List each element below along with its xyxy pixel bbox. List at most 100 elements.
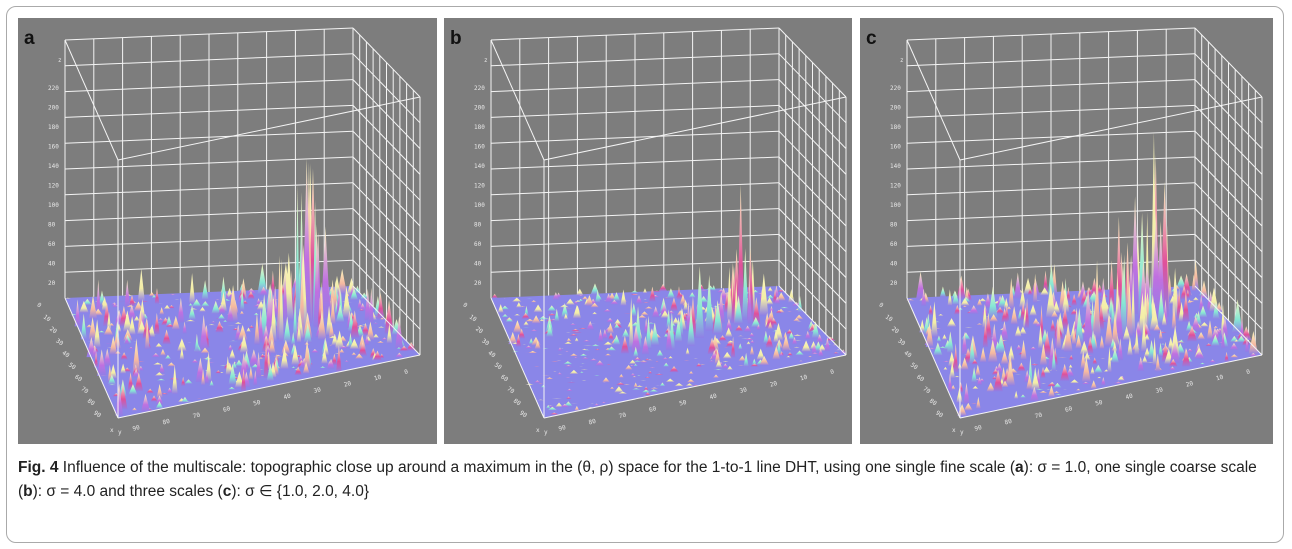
surface-spike: [633, 364, 638, 366]
surface-spike: [291, 345, 300, 366]
surface-spike: [1198, 305, 1208, 318]
caption-label: Fig. 4: [18, 459, 59, 476]
surface-spike: [207, 324, 216, 326]
surface-spike: [641, 389, 651, 393]
surface-spike: [234, 322, 243, 325]
surface-spike: [630, 303, 637, 317]
z-tick-label: 120: [890, 183, 901, 190]
surface-spike: [171, 315, 180, 330]
surface-spike: [773, 329, 779, 343]
surface-spike: [631, 388, 641, 390]
surface-spike: [1040, 367, 1046, 378]
surface-spike: [767, 321, 773, 330]
surface-spike: [328, 321, 335, 339]
surface-spike: [649, 387, 660, 389]
surface-spike: [743, 352, 749, 367]
surface-spike: [579, 353, 588, 357]
surface-spike: [247, 290, 255, 299]
surface-spike: [1158, 342, 1163, 357]
surface-spike: [349, 287, 359, 301]
surface-spike: [263, 340, 269, 379]
surface-spike: [734, 295, 743, 324]
surface-spike: [1039, 343, 1048, 366]
surface-spike: [497, 304, 504, 313]
box-edge: [352, 285, 421, 356]
y-tick-label: 20: [890, 326, 900, 336]
surface-spike: [128, 384, 138, 395]
surface-spike: [685, 347, 690, 355]
surface-spike: [640, 361, 648, 363]
surface-spike: [94, 351, 99, 368]
surface-spike: [128, 346, 134, 349]
surface-spike: [159, 349, 166, 356]
x-tick-label: 30: [739, 386, 748, 395]
surface-spike: [1069, 354, 1074, 360]
z-tick-label: 220: [48, 85, 59, 92]
surface-spike: [613, 319, 622, 325]
y-tick-label: 30: [480, 338, 490, 348]
surface-spike: [916, 271, 926, 300]
surface-spike: [273, 354, 283, 357]
surface-spike: [742, 248, 749, 321]
surface-spike: [1195, 350, 1205, 359]
surface-spike: [597, 328, 604, 342]
surface-spike: [641, 301, 651, 303]
surface-spike: [949, 361, 955, 379]
y-tick-label: 0: [35, 302, 42, 310]
surface-spike: [744, 337, 755, 341]
surface-spike: [358, 308, 365, 311]
surface-spike: [588, 403, 596, 404]
surface-spike: [1049, 319, 1056, 332]
surface-spike: [1081, 381, 1090, 385]
surface-spike: [785, 311, 794, 312]
surface-spike: [1042, 331, 1052, 358]
surface-spike: [960, 357, 969, 370]
surface-spike: [164, 354, 172, 360]
surface-spike: [189, 272, 196, 304]
x-axis-label: x: [536, 427, 540, 434]
caption-panel-ref: b: [23, 483, 33, 500]
surface-spike: [564, 351, 570, 352]
surface-spike: [1006, 306, 1012, 310]
surface-spike: [1014, 390, 1019, 399]
surface-spike: [166, 362, 176, 367]
surface-spike: [188, 305, 196, 320]
surface-spike: [133, 301, 144, 311]
surface-spike: [737, 335, 744, 337]
surface-spike: [500, 305, 510, 310]
surface-spike: [550, 361, 560, 363]
surface-spike: [674, 316, 683, 343]
surface-spike: [534, 340, 541, 350]
z-tick-label: 140: [474, 163, 485, 170]
surface-spike: [545, 377, 554, 380]
surface-spike: [1192, 297, 1199, 301]
surface-spike: [342, 285, 351, 318]
box-edge: [117, 96, 421, 161]
surface-spike: [580, 369, 588, 370]
surface-spike: [833, 351, 839, 354]
surface-spike: [591, 311, 598, 315]
surface-spike: [540, 385, 546, 388]
surface-spike: [103, 325, 114, 336]
box-edge: [490, 104, 780, 118]
surface-spike: [1206, 320, 1214, 340]
surface-spike: [376, 340, 385, 344]
surface-spike: [637, 314, 647, 319]
surface-spike: [775, 309, 782, 314]
box-edge: [906, 297, 961, 419]
surface-spike: [772, 346, 781, 360]
surface-spike: [158, 363, 165, 373]
z-tick-label: 40: [474, 261, 482, 268]
surface-spike: [715, 359, 723, 368]
surface-spike: [971, 385, 979, 390]
surface-spike: [560, 403, 569, 408]
surface-spike: [1071, 294, 1078, 306]
surface-spike: [1171, 304, 1177, 330]
surface-spike: [975, 396, 981, 409]
box-edge: [906, 79, 1196, 93]
surface-spike: [595, 360, 605, 366]
box-edge: [778, 105, 847, 175]
x-tick-label: 20: [343, 380, 352, 389]
surface-spike: [679, 293, 687, 305]
surface-spike: [939, 286, 946, 297]
